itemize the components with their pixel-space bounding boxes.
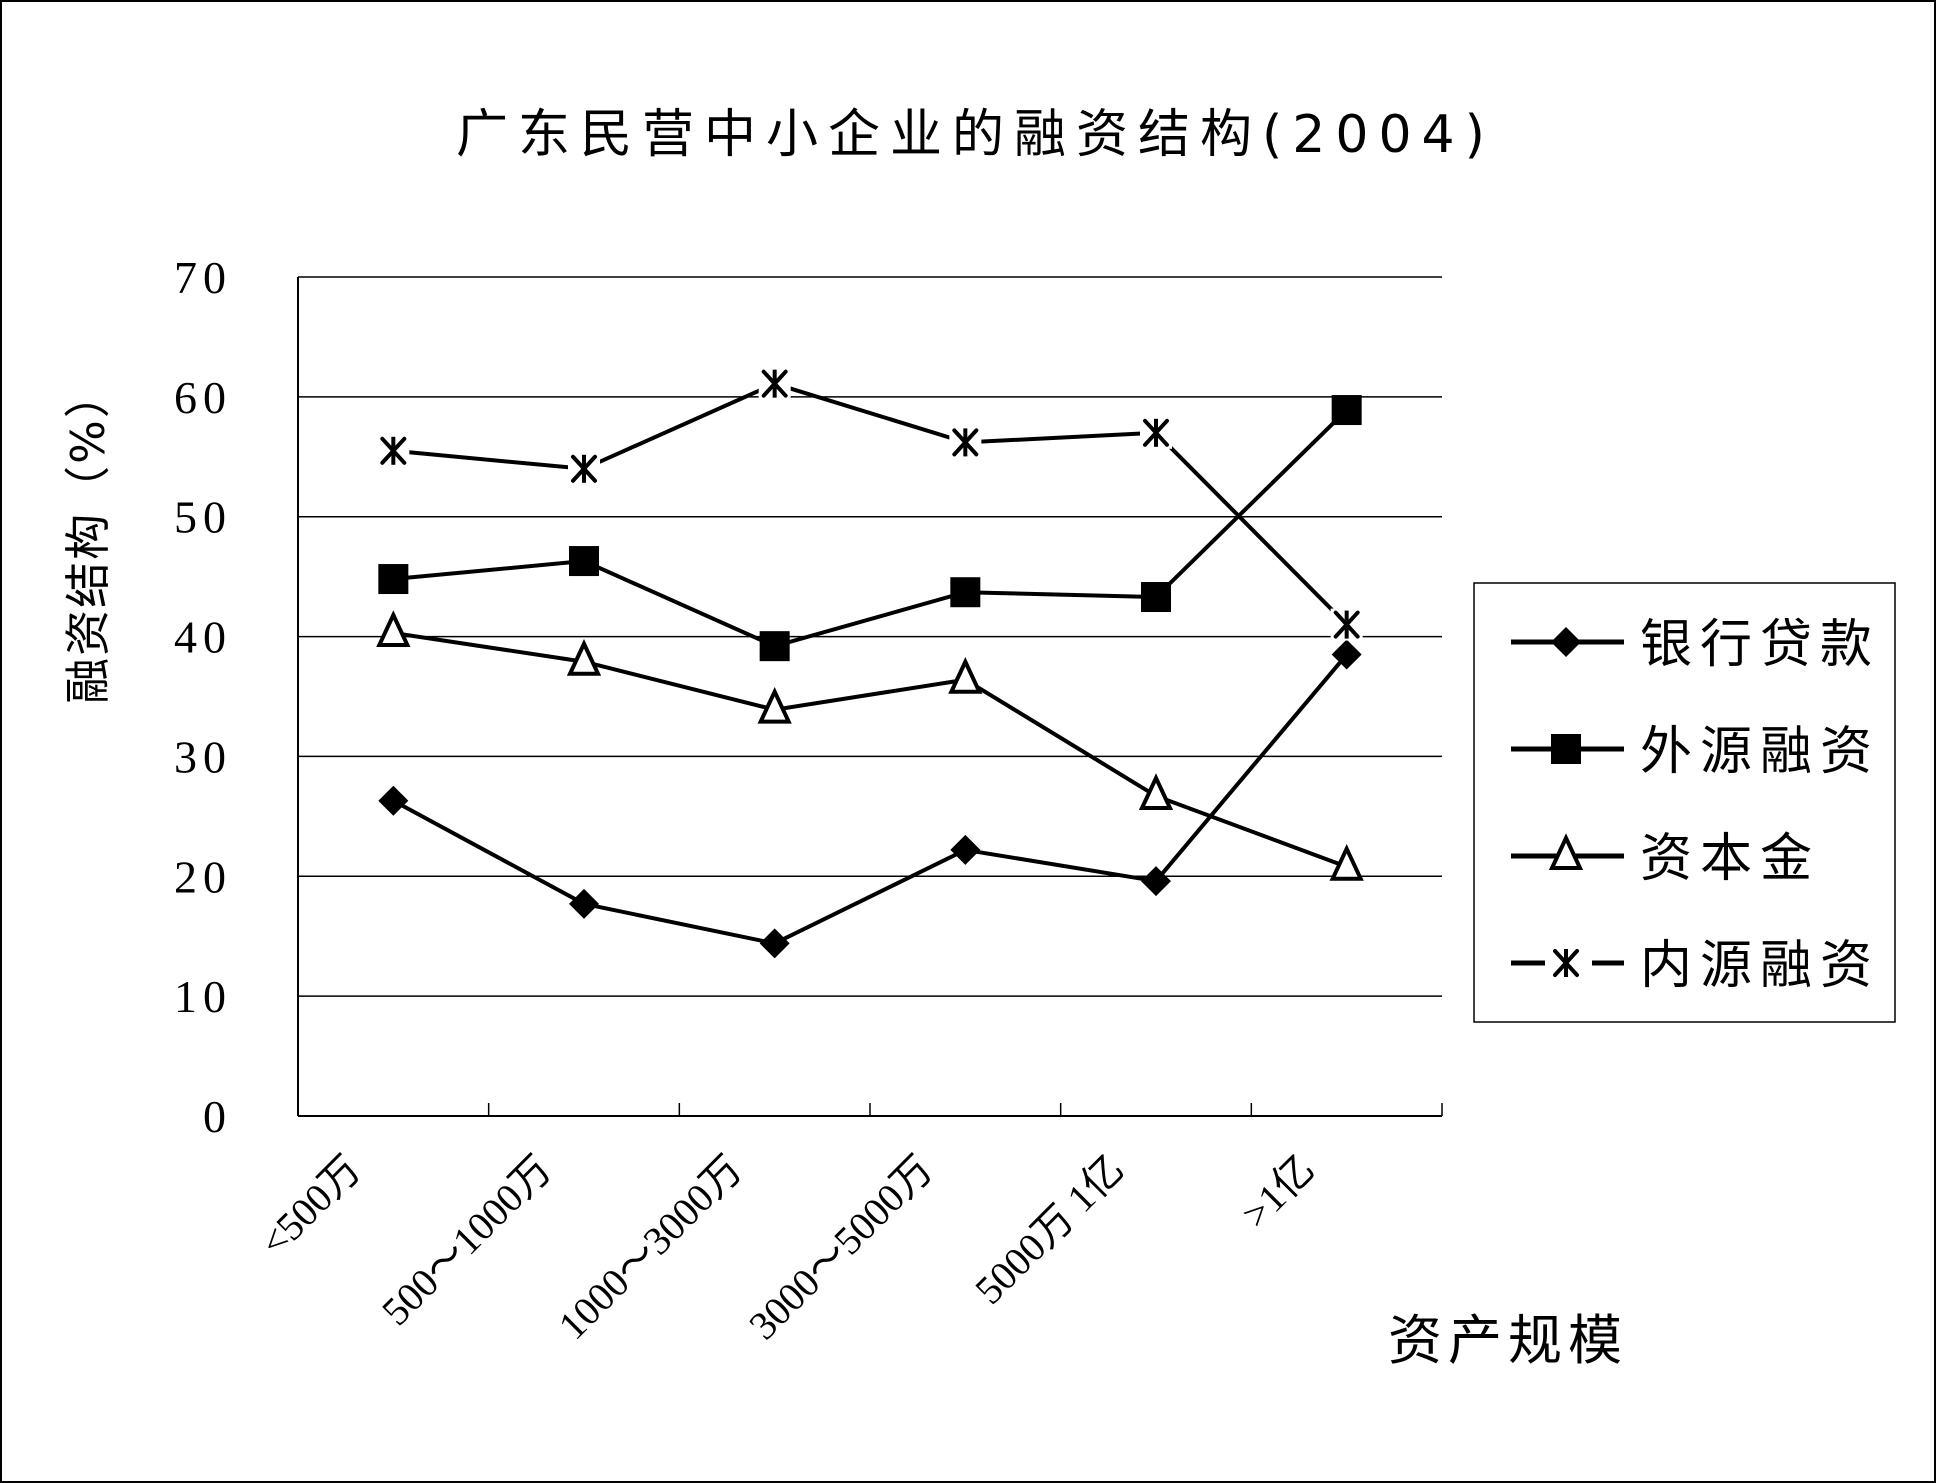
asterisk-marker-icon — [1550, 947, 1582, 979]
x-tick-label: 5000万 1亿 — [966, 1147, 1132, 1313]
x-tick-label: 500～1000万 — [373, 1147, 560, 1334]
diamond-marker-icon — [950, 834, 981, 865]
square-marker-icon — [1551, 734, 1581, 764]
legend-item: 内源融资 — [1511, 936, 1880, 996]
series-line — [392, 653, 1349, 946]
triangle-marker-icon — [376, 610, 411, 647]
x-tick-label: 3000～5000万 — [740, 1147, 942, 1349]
y-tick-label: 40 — [174, 612, 232, 663]
x-axis-title: 资产规模 — [1388, 1309, 1628, 1372]
asterisk-marker-icon — [1140, 416, 1172, 449]
gridlines — [298, 276, 1442, 997]
legend-label: 外源融资 — [1640, 722, 1880, 782]
triangle-marker-icon — [566, 639, 602, 676]
y-tick-label: 70 — [174, 252, 232, 303]
series-line — [393, 381, 1349, 626]
square-marker-icon — [1331, 395, 1362, 426]
asterisk-marker-icon — [377, 434, 410, 467]
legend-label: 资本金 — [1640, 829, 1820, 889]
asterisk-marker-icon — [949, 426, 982, 459]
square-marker-icon — [569, 546, 599, 577]
triangle-marker-icon — [1329, 843, 1364, 881]
legend-item: 资本金 — [1511, 829, 1820, 889]
legend-label: 银行贷款 — [1640, 615, 1880, 675]
square-marker-icon — [950, 577, 981, 608]
asterisk-marker-icon — [1330, 608, 1363, 641]
data-series — [376, 367, 1364, 959]
square-marker-icon — [378, 564, 409, 595]
series-line — [393, 630, 1348, 869]
y-tick-label: 50 — [174, 492, 232, 543]
triangle-marker-icon — [1548, 833, 1584, 870]
asterisk-marker-icon — [758, 367, 791, 400]
diamond-marker-icon — [378, 785, 409, 816]
diamond-marker-icon — [1141, 866, 1171, 897]
x-tick-label: <500万 — [251, 1147, 369, 1265]
axes — [297, 277, 1443, 1117]
asterisk-marker-icon — [568, 452, 600, 485]
y-tick-label: 30 — [174, 731, 232, 782]
y-tick-label: 0 — [203, 1091, 232, 1142]
diamond-marker-icon — [759, 928, 790, 959]
legend-item: 外源融资 — [1511, 722, 1880, 782]
diamond-marker-icon — [1551, 627, 1581, 657]
y-axis-tick-labels: 0 10 20 30 40 50 60 70 — [174, 252, 232, 1142]
triangle-marker-icon — [757, 686, 792, 724]
square-marker-icon — [1141, 582, 1171, 613]
x-tick-label: 1000～3000万 — [550, 1147, 752, 1349]
y-tick-label: 10 — [174, 971, 232, 1022]
y-tick-label: 60 — [174, 372, 232, 423]
legend-label: 内源融资 — [1640, 936, 1880, 996]
series-line — [393, 408, 1349, 649]
triangle-marker-icon — [1138, 773, 1174, 810]
triangle-marker-icon — [948, 656, 983, 694]
chart-title: 广东民营中小企业的融资结构(2004) — [456, 105, 1495, 165]
diamond-marker-icon — [1331, 639, 1362, 670]
x-tick-label: >1亿 — [1233, 1147, 1323, 1237]
y-tick-label: 20 — [174, 851, 232, 902]
square-marker-icon — [759, 631, 790, 662]
diamond-marker-icon — [569, 888, 599, 919]
legend-box — [1473, 582, 1896, 1023]
legend-item: 银行贷款 — [1511, 615, 1880, 675]
